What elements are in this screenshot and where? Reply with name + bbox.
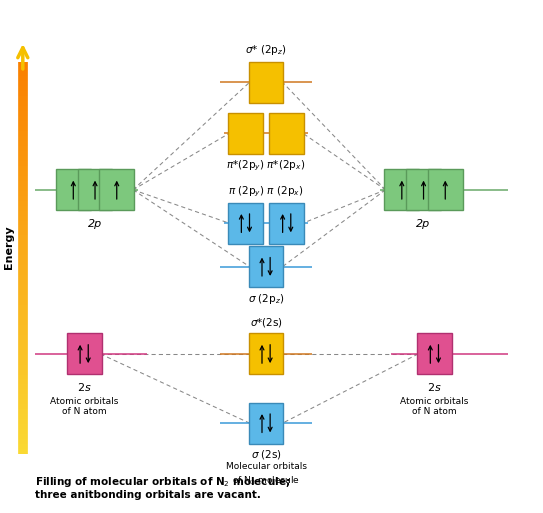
FancyBboxPatch shape bbox=[228, 113, 263, 154]
Text: $\sigma$ (2s): $\sigma$ (2s) bbox=[250, 448, 282, 461]
FancyBboxPatch shape bbox=[249, 62, 283, 103]
FancyBboxPatch shape bbox=[417, 333, 452, 374]
FancyBboxPatch shape bbox=[56, 169, 91, 210]
FancyBboxPatch shape bbox=[269, 113, 304, 154]
FancyBboxPatch shape bbox=[249, 403, 283, 444]
Text: Filling of molecular orbitals of N$_2$ molecule;
three anitbonding orbitals are : Filling of molecular orbitals of N$_2$ m… bbox=[35, 475, 291, 500]
FancyBboxPatch shape bbox=[249, 246, 283, 287]
Text: $\sigma$*(2s): $\sigma$*(2s) bbox=[250, 317, 282, 329]
Text: $\pi$ (2p$_y$) $\pi$ (2p$_x$): $\pi$ (2p$_y$) $\pi$ (2p$_x$) bbox=[229, 184, 304, 199]
FancyBboxPatch shape bbox=[99, 169, 134, 210]
Text: $\sigma$ (2p$_z$): $\sigma$ (2p$_z$) bbox=[248, 292, 285, 306]
Text: $\sigma$* (2p$_z$): $\sigma$* (2p$_z$) bbox=[245, 44, 287, 57]
Text: 2p: 2p bbox=[88, 219, 102, 228]
FancyBboxPatch shape bbox=[406, 169, 441, 210]
Text: 2$s$: 2$s$ bbox=[427, 381, 441, 392]
Text: Atomic orbitals
of N atom: Atomic orbitals of N atom bbox=[400, 397, 469, 416]
Text: Molecular orbitals: Molecular orbitals bbox=[225, 462, 307, 471]
FancyBboxPatch shape bbox=[67, 333, 102, 374]
FancyBboxPatch shape bbox=[384, 169, 419, 210]
Text: of N$_2$ molecule: of N$_2$ molecule bbox=[232, 475, 300, 487]
FancyBboxPatch shape bbox=[428, 169, 463, 210]
FancyBboxPatch shape bbox=[228, 203, 263, 244]
FancyBboxPatch shape bbox=[269, 203, 304, 244]
Text: $\pi$*(2p$_y$) $\pi$*(2p$_x$): $\pi$*(2p$_y$) $\pi$*(2p$_x$) bbox=[226, 159, 306, 173]
Text: 2p: 2p bbox=[416, 219, 431, 228]
FancyBboxPatch shape bbox=[249, 333, 283, 374]
FancyBboxPatch shape bbox=[78, 169, 112, 210]
Text: Atomic orbitals
of N atom: Atomic orbitals of N atom bbox=[50, 397, 118, 416]
Text: Energy: Energy bbox=[4, 226, 14, 269]
Text: 2$s$: 2$s$ bbox=[77, 381, 91, 392]
